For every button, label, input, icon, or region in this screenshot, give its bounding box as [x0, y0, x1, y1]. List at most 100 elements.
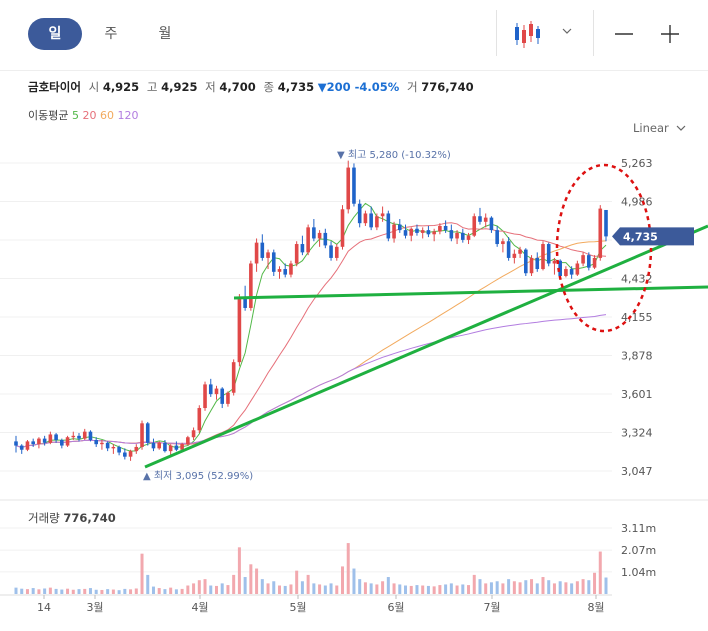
volume-bar — [558, 581, 562, 594]
candle-body — [186, 437, 190, 445]
volume-bar — [203, 579, 207, 594]
volume-bar — [541, 577, 545, 594]
volume-bar — [232, 574, 236, 594]
volume-bar — [455, 585, 459, 594]
scale-dropdown[interactable]: Linear — [633, 121, 686, 135]
y-tick-label: 3,878 — [621, 350, 653, 363]
zoom-in-button[interactable] — [652, 16, 688, 52]
volume-bar — [249, 564, 253, 594]
low-label: 저 — [205, 80, 216, 94]
volume-bar — [31, 588, 35, 594]
candlestick-icon — [515, 21, 572, 48]
volume-bar — [341, 566, 345, 594]
volume-bar — [575, 581, 579, 594]
candle-body — [552, 260, 557, 264]
candle-body — [529, 257, 534, 274]
candle-body — [145, 423, 150, 443]
volume-bar — [255, 568, 259, 594]
volume-bar — [444, 584, 448, 594]
volume-bar — [329, 583, 333, 594]
tab-monthly[interactable]: 월 — [158, 26, 172, 42]
candle-body — [592, 257, 597, 268]
ma-5: 5 — [71, 109, 79, 122]
volume-bar — [77, 589, 81, 594]
y-tick-label: 4,986 — [621, 196, 653, 209]
candle-body — [317, 232, 322, 239]
candle-body — [546, 244, 551, 264]
candle-body — [575, 263, 580, 275]
candle-body — [495, 230, 499, 245]
candle-body — [277, 269, 282, 272]
volume-bar — [524, 580, 528, 594]
candle-body — [598, 208, 603, 258]
volume-bar — [88, 588, 92, 594]
candle-body — [375, 216, 379, 228]
volume-bar — [163, 589, 167, 594]
close-value: 4,735 — [277, 80, 315, 94]
volume-bar — [220, 583, 224, 594]
tab-weekly[interactable]: 주 — [104, 26, 118, 42]
volume-bar — [358, 579, 362, 594]
candle-body — [111, 446, 116, 449]
candle-body — [25, 441, 30, 450]
volume-bar — [169, 587, 173, 594]
volume-bar — [237, 547, 241, 594]
candle-body — [14, 441, 18, 446]
candle-body — [397, 224, 402, 231]
candle-body — [357, 203, 362, 224]
divider — [593, 10, 594, 56]
volume-bar — [346, 543, 350, 594]
volume-bar — [277, 585, 281, 594]
volume-bar — [467, 585, 471, 594]
chevron-down-icon — [676, 125, 686, 131]
volume-bar — [501, 583, 505, 594]
candle-body — [501, 241, 505, 245]
volume-bar — [581, 579, 585, 594]
candle-body — [283, 269, 288, 275]
candle-body — [48, 434, 53, 443]
candle-body — [71, 435, 76, 438]
candle-body — [569, 269, 574, 275]
volume-bar — [71, 589, 75, 594]
candle-body — [443, 225, 448, 231]
volume-bar — [593, 572, 597, 594]
candle-body — [260, 242, 265, 258]
candle-body — [415, 228, 419, 233]
candle-body — [294, 244, 299, 264]
candle-body — [226, 392, 230, 404]
volume-bar — [369, 583, 373, 594]
volume-bar — [512, 581, 516, 594]
tab-daily[interactable]: 일 — [28, 18, 82, 50]
ma-60: 60 — [99, 109, 114, 122]
scale-label: Linear — [633, 121, 669, 135]
candle-body — [60, 440, 64, 446]
volume-bar — [461, 584, 465, 594]
candle-body — [329, 245, 333, 258]
volume-bar — [151, 586, 155, 594]
volume-bar — [123, 588, 127, 594]
candle-body — [300, 244, 305, 253]
candle-body — [266, 252, 270, 258]
candle-body — [128, 451, 133, 457]
zoom-out-button[interactable] — [606, 16, 642, 52]
volume-bar — [60, 589, 64, 594]
x-tick-label: 3월 — [86, 601, 103, 614]
ma60-line — [15, 240, 607, 449]
open-value: 4,925 — [102, 80, 140, 94]
candle-body — [386, 213, 391, 239]
volume-bar — [507, 579, 511, 594]
candle-body — [140, 423, 144, 447]
volume-bar — [14, 587, 18, 594]
volume-bar — [386, 577, 390, 594]
candle-body — [334, 246, 339, 258]
chart-type-button[interactable] — [508, 16, 574, 52]
volume-bar — [37, 589, 41, 594]
candle-body — [306, 227, 310, 253]
candle-body — [518, 249, 522, 254]
volume-bar — [66, 588, 70, 594]
volume-bar — [478, 579, 482, 594]
minus-icon — [615, 33, 633, 35]
volume-bar — [604, 577, 608, 594]
candle-body — [460, 232, 465, 240]
